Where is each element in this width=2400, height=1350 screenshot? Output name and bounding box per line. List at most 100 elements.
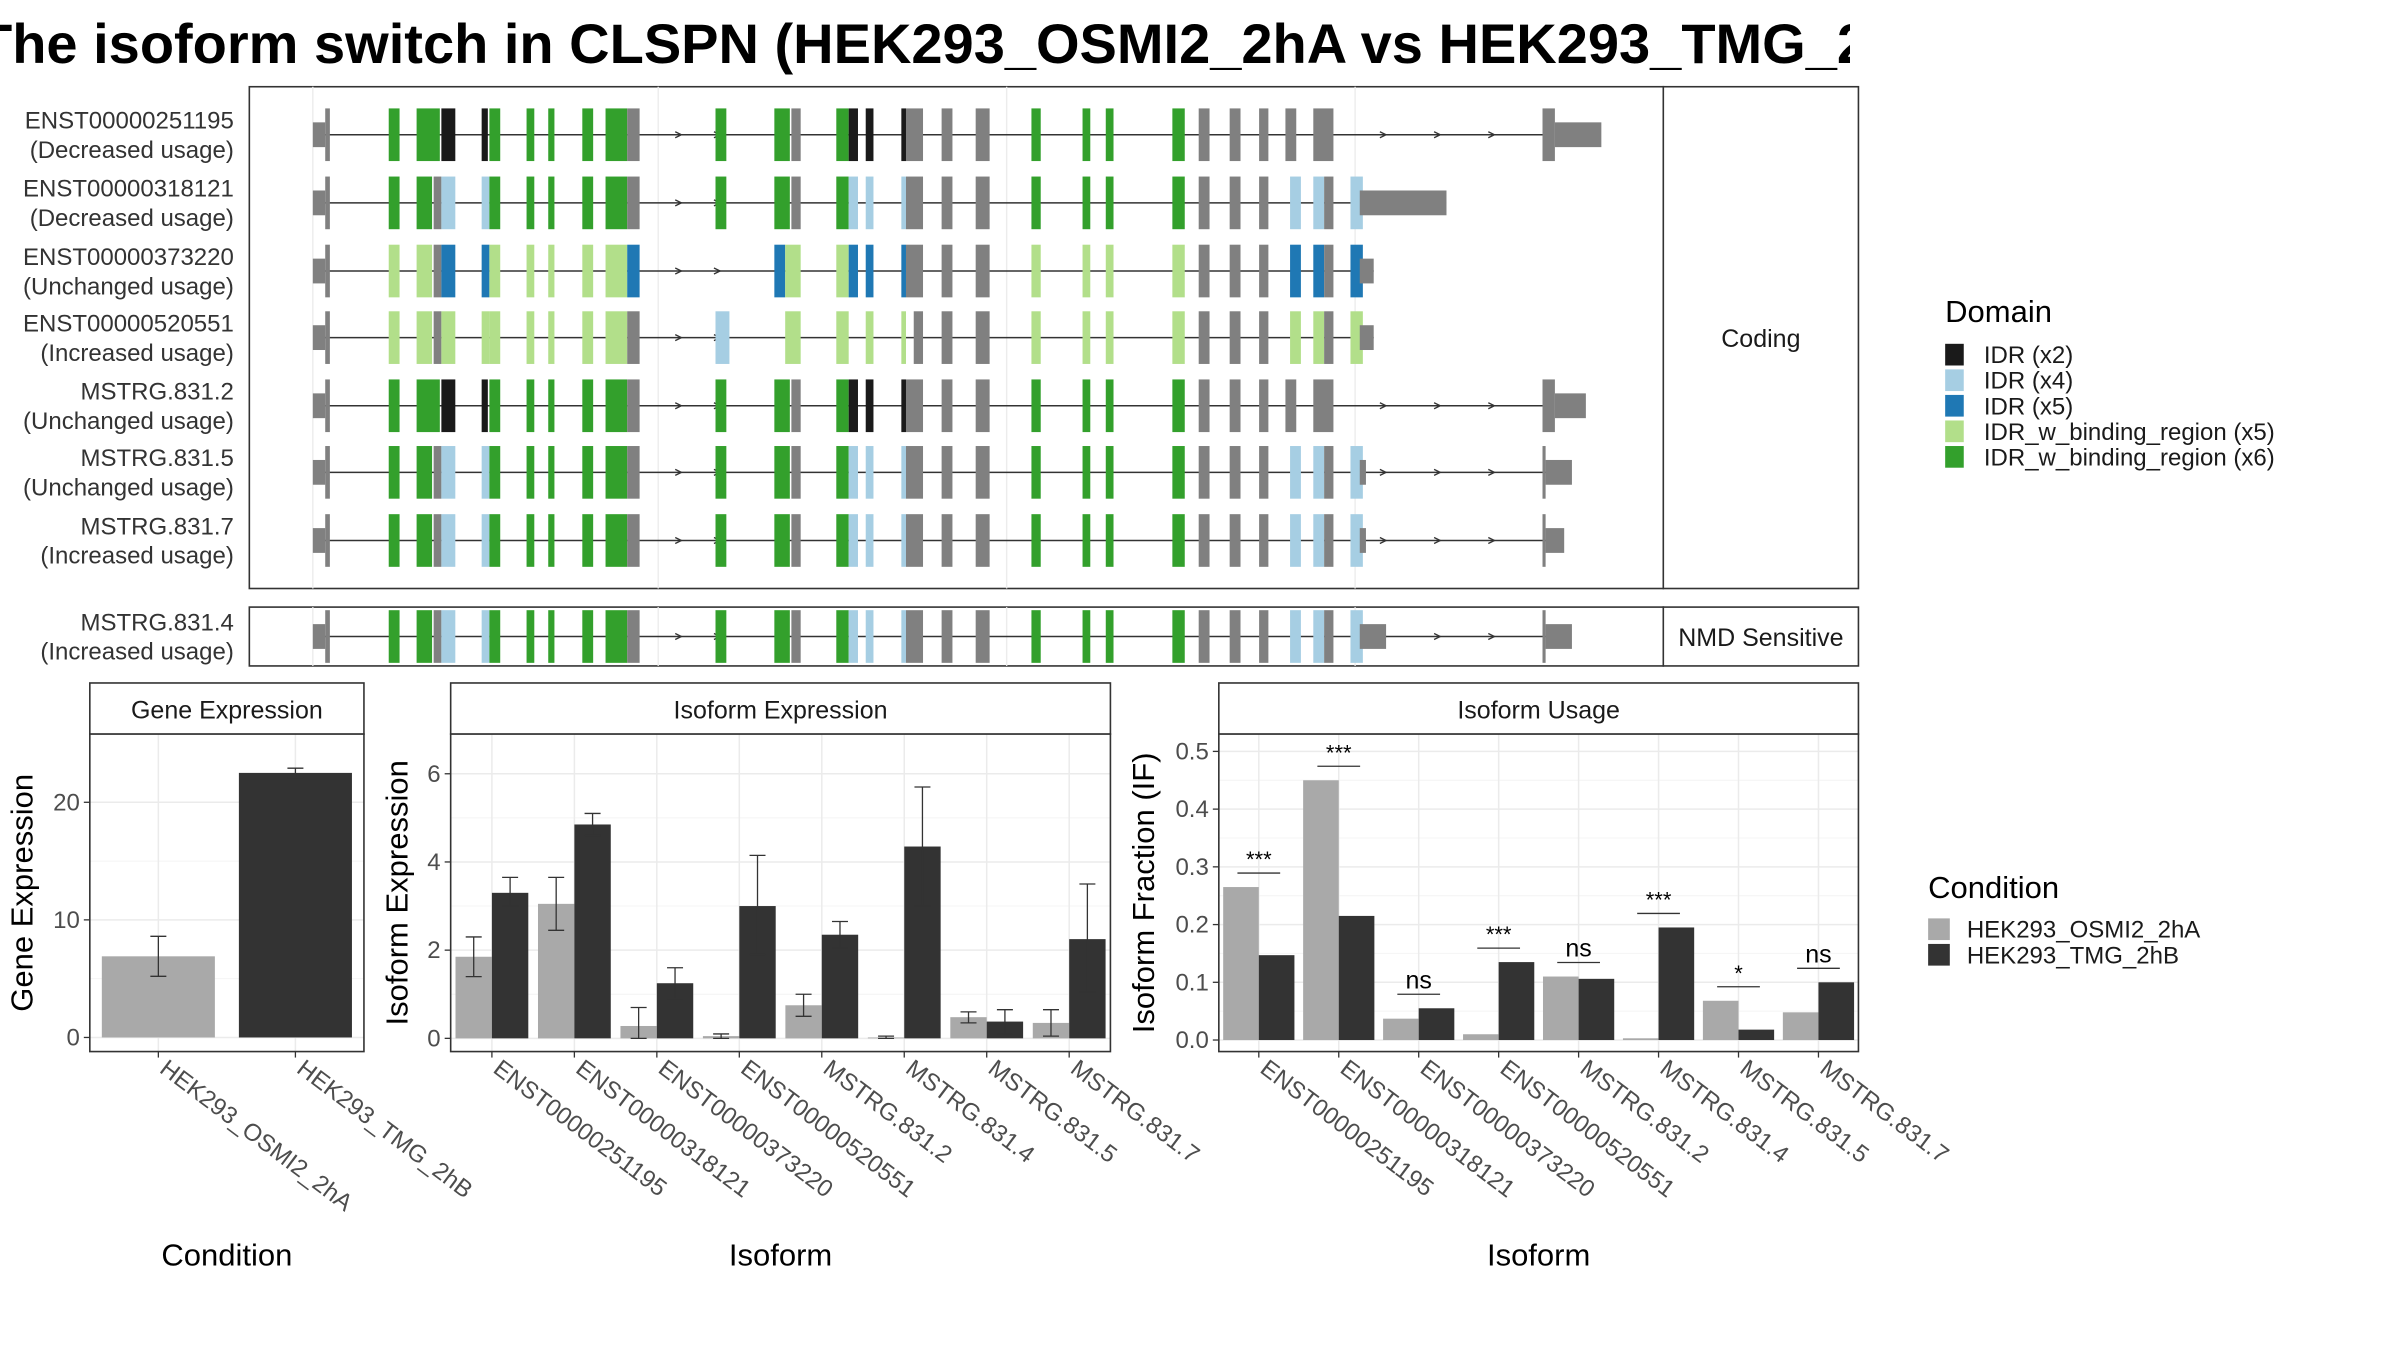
exon-block xyxy=(627,514,640,567)
transcript-row xyxy=(312,244,1374,298)
exon-block xyxy=(433,610,442,663)
bar xyxy=(1622,1038,1659,1041)
exon-block xyxy=(865,379,874,433)
bar xyxy=(1258,955,1295,1041)
exon-block xyxy=(1313,379,1334,433)
exon-block xyxy=(416,176,433,230)
exon-block xyxy=(441,176,456,230)
plot-border xyxy=(449,733,1112,1053)
exon-block xyxy=(325,311,330,364)
exon-block xyxy=(489,379,501,433)
exon-block xyxy=(848,244,858,298)
exon-block xyxy=(774,176,790,230)
transcript-usage-label: (Increased usage) xyxy=(40,543,233,570)
exon-block xyxy=(1290,176,1301,230)
intron-arrow xyxy=(1488,632,1496,641)
utr-block xyxy=(312,459,326,485)
exon-block xyxy=(388,311,400,364)
exon-block xyxy=(941,610,953,663)
exon-block xyxy=(1259,446,1269,499)
bar xyxy=(1782,1012,1819,1041)
utr-block xyxy=(312,258,326,284)
exon-block xyxy=(582,244,594,298)
exon-block xyxy=(548,446,555,499)
facet-strip-nmd xyxy=(1662,606,1860,667)
exon-block xyxy=(548,610,555,663)
exon-block xyxy=(941,446,953,499)
x-axis-title: Condition xyxy=(161,1237,292,1272)
exon-block xyxy=(836,610,849,663)
significance-label: *** xyxy=(1326,740,1352,765)
exon-block xyxy=(1290,311,1301,364)
utr-block xyxy=(1542,610,1546,663)
exon-block xyxy=(526,610,535,663)
exon-block xyxy=(526,176,535,230)
exon-block xyxy=(1105,176,1114,230)
exon-block xyxy=(836,379,849,433)
intron-arrow xyxy=(674,199,683,207)
exon-block xyxy=(774,514,790,567)
exon-block xyxy=(836,311,849,364)
exon-block xyxy=(848,176,858,230)
condition-legend-label: HEK293_TMG_2hB xyxy=(1967,942,2179,969)
exon-block xyxy=(905,379,924,433)
utr-block xyxy=(312,325,326,351)
exon-block xyxy=(941,379,953,433)
strip-label: Gene Expression xyxy=(131,697,323,725)
exon-block xyxy=(1105,244,1114,298)
exon-block xyxy=(791,514,801,567)
exon-block xyxy=(627,108,640,162)
exon-block xyxy=(1350,176,1363,230)
exon-block xyxy=(774,379,790,433)
legend-swatch xyxy=(1928,918,1950,941)
exon-block xyxy=(489,244,501,298)
exon-block xyxy=(441,379,456,433)
exon-block xyxy=(1198,514,1210,567)
y-tick-label: 0 xyxy=(427,1025,440,1052)
exon-block xyxy=(441,514,456,567)
significance-label: *** xyxy=(1246,847,1272,872)
y-axis-title: Isoform Fraction (IF) xyxy=(1126,752,1161,1033)
transcript-id-label: MSTRG.831.2 xyxy=(80,379,233,406)
exon-block xyxy=(905,108,924,162)
bar xyxy=(1383,1018,1419,1041)
exon-block xyxy=(526,379,535,433)
intron-arrow xyxy=(674,334,683,342)
transcript-row xyxy=(312,108,1602,162)
utr-block xyxy=(1542,514,1546,567)
exon-block xyxy=(1313,108,1334,162)
bar xyxy=(1658,927,1695,1041)
exon-block xyxy=(836,446,849,499)
utr-block xyxy=(1545,624,1572,649)
transcript-usage-label: (Decreased usage) xyxy=(30,137,234,164)
strip-gene-expression xyxy=(89,682,365,735)
x-axis-title: Isoform xyxy=(1487,1237,1590,1272)
exon-block xyxy=(388,379,400,433)
exon-block xyxy=(901,514,906,567)
exon-block xyxy=(905,176,924,230)
exon-block xyxy=(865,244,874,298)
exon-block xyxy=(548,514,555,567)
exon-block xyxy=(774,108,790,162)
exon-block xyxy=(865,610,874,663)
exon-block xyxy=(388,108,400,162)
exon-block xyxy=(1082,379,1091,433)
transcript-row xyxy=(312,379,1586,433)
utr-block xyxy=(1359,459,1366,485)
exon-block xyxy=(791,108,801,162)
transcript-usage-label: (Increased usage) xyxy=(40,340,233,367)
exon-block xyxy=(1082,176,1091,230)
exon-block xyxy=(1324,244,1334,298)
exon-block xyxy=(1259,311,1269,364)
exon-block xyxy=(1031,244,1041,298)
exon-block xyxy=(901,244,906,298)
exon-block xyxy=(1324,446,1334,499)
intron-arrow xyxy=(1433,402,1442,410)
intron-arrow xyxy=(1379,402,1388,410)
exon-block xyxy=(548,311,555,364)
exon-block xyxy=(774,446,790,499)
utr-block xyxy=(1359,258,1374,284)
exon-block xyxy=(1350,446,1363,499)
utr-block xyxy=(1542,108,1555,162)
